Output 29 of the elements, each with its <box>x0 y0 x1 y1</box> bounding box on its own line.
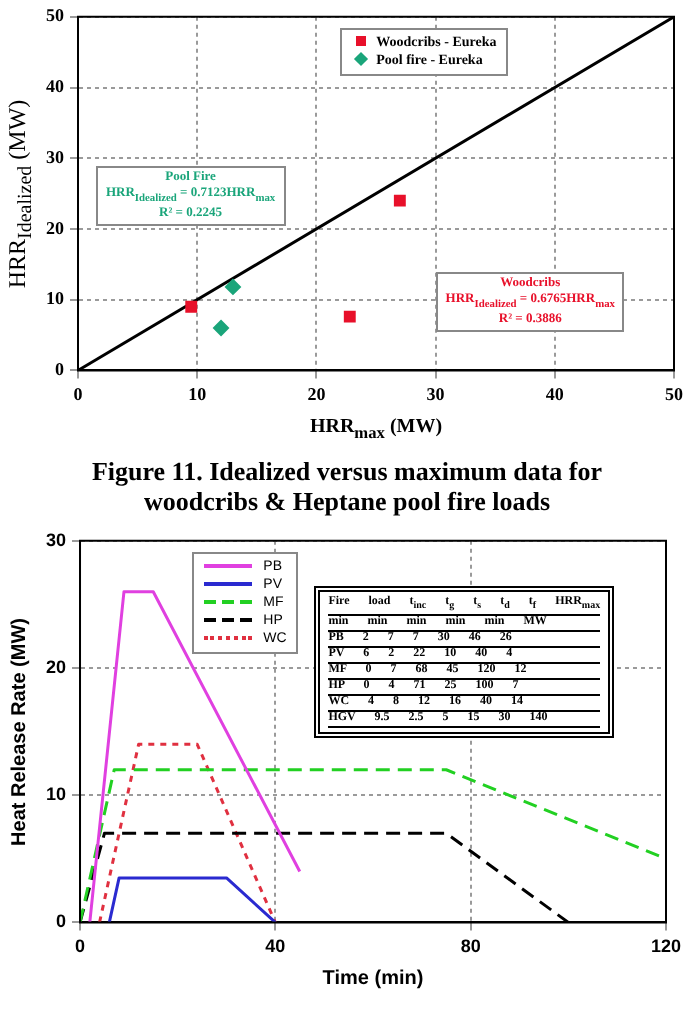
y-tick-label: 0 <box>55 911 67 932</box>
point <box>213 319 230 336</box>
y-tick-label: 10 <box>46 288 65 309</box>
x-tick-label: 20 <box>307 383 327 404</box>
point <box>224 278 241 295</box>
x-tick-label: 10 <box>188 383 208 404</box>
y-tick-label: 40 <box>46 76 65 97</box>
y-tick-label: 50 <box>46 5 65 26</box>
y-axis-title: Heat Release Rate (MW) <box>9 617 31 846</box>
x-tick-label: 0 <box>73 383 84 404</box>
x-tick-label: 30 <box>426 383 446 404</box>
point <box>393 194 406 207</box>
x-tick-label: 40 <box>545 383 565 404</box>
y-tick-label: 10 <box>45 784 67 805</box>
y-tick-label: 30 <box>46 146 65 167</box>
caption: Figure 11. Idealized versus maximum data for woodcribs & Heptane pool fire loads <box>89 454 605 520</box>
x-tick-label: 120 <box>650 936 682 957</box>
y-tick-label: 0 <box>55 359 65 380</box>
y-tick-label: 30 <box>45 529 67 550</box>
y-tick-label: 20 <box>45 656 67 677</box>
x-axis-title: HRR$_{max}$ (MW) <box>309 416 443 442</box>
x-tick-label: 0 <box>75 936 86 957</box>
x-tick-label: 80 <box>460 936 481 957</box>
y-tick-label: 20 <box>46 217 65 238</box>
x-tick-label: 50 <box>665 383 684 404</box>
point <box>185 300 198 313</box>
x-tick-label: 40 <box>265 936 286 957</box>
point <box>343 310 356 323</box>
x-axis-title: Time (min) <box>322 968 424 990</box>
